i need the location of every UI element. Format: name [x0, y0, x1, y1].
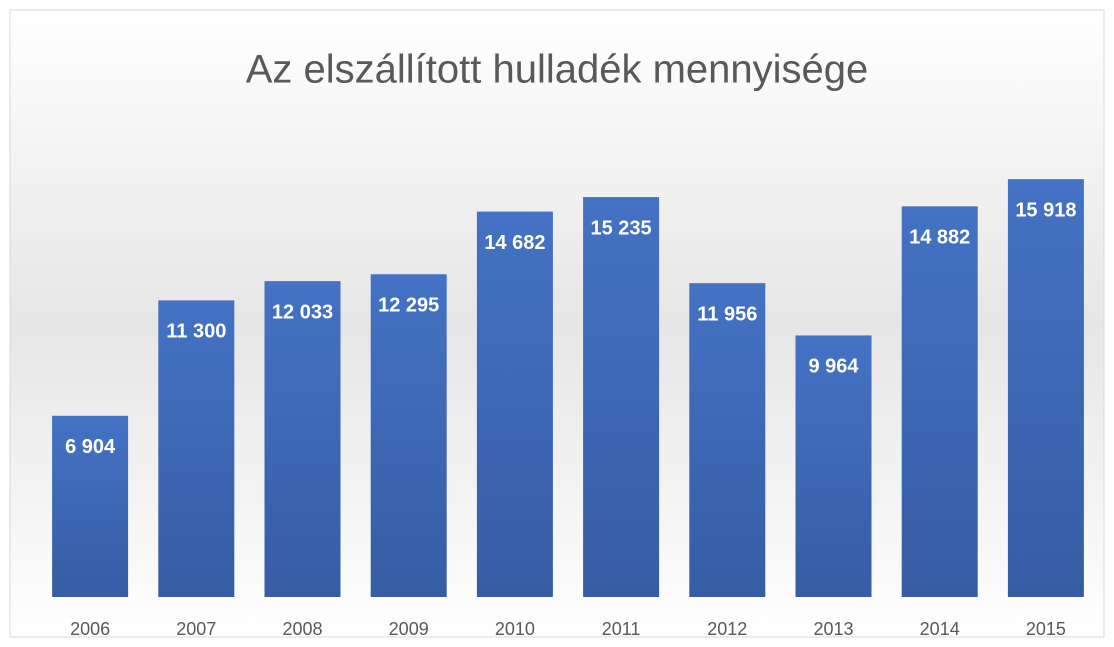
data-label: 15 235 [591, 217, 652, 239]
bar [370, 274, 447, 597]
data-label: 11 956 [697, 303, 757, 325]
bar [476, 211, 553, 597]
data-label: 14 882 [909, 227, 970, 249]
x-tick-label: 2007 [176, 619, 216, 639]
data-label: 14 682 [484, 232, 545, 254]
x-tick-label: 2006 [70, 619, 110, 639]
data-label: 12 033 [272, 301, 333, 323]
bar [901, 206, 978, 597]
bar [795, 335, 872, 597]
data-label: 12 295 [378, 295, 439, 317]
data-label: 9 964 [808, 356, 859, 378]
chart-title: Az elszállított hulladék mennyisége [246, 48, 869, 92]
data-label: 11 300 [166, 321, 226, 343]
x-tick-label: 2015 [1026, 619, 1066, 639]
x-tick-label: 2009 [389, 619, 429, 639]
bar [1007, 179, 1084, 597]
bar [583, 197, 660, 598]
bar [689, 283, 766, 597]
data-label: 6 904 [65, 436, 116, 458]
x-tick-label: 2011 [602, 619, 641, 639]
data-label: 15 918 [1015, 199, 1076, 221]
x-tick-label: 2008 [282, 619, 322, 639]
bar [264, 281, 341, 597]
x-tick-label: 2014 [920, 619, 960, 639]
x-tick-label: 2013 [813, 619, 853, 639]
bar [158, 300, 235, 597]
bar [52, 415, 129, 597]
x-tick-label: 2010 [495, 619, 535, 639]
x-tick-label: 2012 [707, 619, 747, 639]
